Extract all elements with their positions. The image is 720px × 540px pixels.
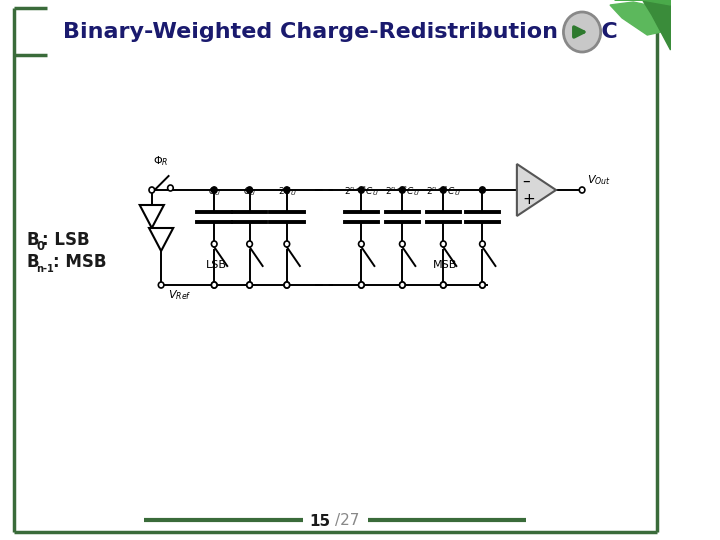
Circle shape bbox=[211, 282, 217, 288]
Circle shape bbox=[400, 187, 405, 193]
Circle shape bbox=[247, 241, 253, 247]
Polygon shape bbox=[643, 0, 670, 50]
Circle shape bbox=[441, 187, 446, 193]
Text: +: + bbox=[523, 192, 535, 206]
Circle shape bbox=[247, 282, 253, 288]
Polygon shape bbox=[615, 0, 670, 5]
Text: –: – bbox=[523, 173, 530, 188]
Text: B: B bbox=[26, 231, 39, 249]
Circle shape bbox=[359, 187, 364, 193]
Text: $2^{n-1}C_U$: $2^{n-1}C_U$ bbox=[426, 184, 461, 198]
Text: Binary-Weighted Charge-Redistribution DAC: Binary-Weighted Charge-Redistribution DA… bbox=[63, 22, 618, 42]
Circle shape bbox=[212, 282, 217, 288]
Circle shape bbox=[480, 241, 485, 247]
Text: LSB: LSB bbox=[206, 260, 227, 270]
Circle shape bbox=[441, 282, 446, 288]
Circle shape bbox=[480, 282, 485, 288]
Circle shape bbox=[441, 241, 446, 247]
Polygon shape bbox=[149, 228, 174, 251]
Text: B: B bbox=[26, 253, 39, 271]
Circle shape bbox=[284, 187, 290, 193]
Text: $2C_U$: $2C_U$ bbox=[278, 186, 296, 198]
Text: $C_U$: $C_U$ bbox=[243, 186, 256, 198]
Text: n-1: n-1 bbox=[36, 264, 54, 274]
Circle shape bbox=[284, 241, 289, 247]
Text: $\Phi_R$: $\Phi_R$ bbox=[153, 154, 169, 168]
Circle shape bbox=[359, 241, 364, 247]
Polygon shape bbox=[610, 0, 670, 35]
Text: MSB: MSB bbox=[433, 260, 457, 270]
Circle shape bbox=[359, 282, 364, 288]
Circle shape bbox=[400, 282, 405, 288]
Circle shape bbox=[564, 12, 600, 52]
Text: $V_{Out}$: $V_{Out}$ bbox=[587, 173, 611, 187]
Circle shape bbox=[441, 282, 446, 288]
Circle shape bbox=[211, 187, 217, 193]
Text: 15: 15 bbox=[310, 514, 330, 529]
Text: $V_{Ref}$: $V_{Ref}$ bbox=[168, 288, 191, 302]
Text: /27: /27 bbox=[336, 514, 360, 529]
Text: : LSB: : LSB bbox=[42, 231, 89, 249]
Circle shape bbox=[284, 282, 290, 288]
Circle shape bbox=[580, 187, 585, 193]
Circle shape bbox=[149, 187, 155, 193]
Circle shape bbox=[284, 282, 289, 288]
Text: 0: 0 bbox=[36, 240, 45, 253]
Circle shape bbox=[158, 282, 164, 288]
Circle shape bbox=[400, 241, 405, 247]
Text: : MSB: : MSB bbox=[53, 253, 107, 271]
Text: $C_U$: $C_U$ bbox=[208, 186, 220, 198]
Circle shape bbox=[247, 187, 253, 193]
Circle shape bbox=[247, 282, 253, 288]
Circle shape bbox=[168, 185, 174, 191]
Circle shape bbox=[359, 282, 364, 288]
Text: $2^{n-3}C_U$: $2^{n-3}C_U$ bbox=[344, 184, 379, 198]
Circle shape bbox=[480, 282, 485, 288]
Text: $2^{n-2}C_U$: $2^{n-2}C_U$ bbox=[385, 184, 420, 198]
Polygon shape bbox=[140, 205, 164, 228]
Circle shape bbox=[212, 241, 217, 247]
Circle shape bbox=[480, 187, 485, 193]
Polygon shape bbox=[517, 164, 556, 216]
Circle shape bbox=[400, 282, 405, 288]
